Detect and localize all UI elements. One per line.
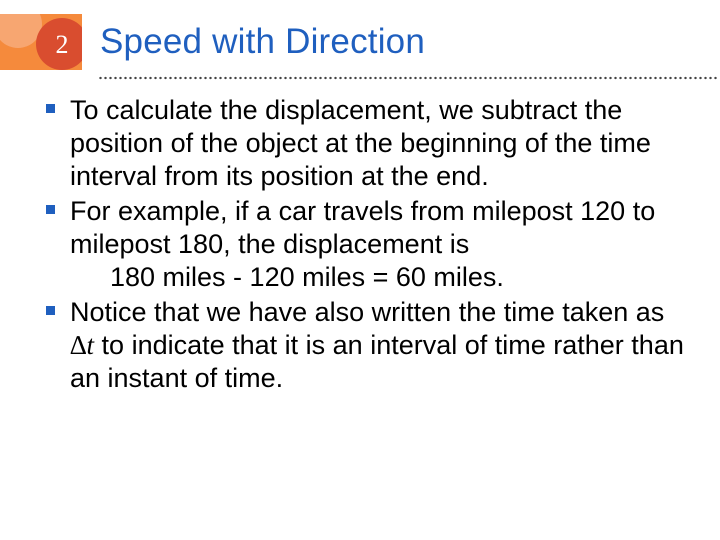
slide-content: To calculate the displacement, we subtra… [0,94,720,394]
delta-symbol: ∆ [70,330,87,360]
chapter-number: 2 [56,30,69,59]
variable-t: t [87,330,95,360]
bullet-item: For example, if a car travels from milep… [40,195,692,294]
bullet-text: For example, if a car travels from milep… [70,196,655,259]
chapter-badge-svg: 2 [0,14,82,70]
chapter-badge: 2 [0,14,82,70]
bullet-text: To calculate the displacement, we subtra… [70,95,651,191]
bullet-list: To calculate the displacement, we subtra… [40,94,692,394]
bullet-equation: 180 miles - 120 miles = 60 miles. [70,261,692,294]
slide-header: 2 Speed with Direction [0,0,720,70]
bullet-item: To calculate the displacement, we subtra… [40,94,692,193]
bullet-item: Notice that we have also written the tim… [40,296,692,395]
bullet-text-pre: Notice that we have also written the tim… [70,297,664,327]
dotted-divider [98,76,718,80]
slide-title: Speed with Direction [100,22,425,62]
bullet-text-post: to indicate that it is an interval of ti… [70,330,684,393]
